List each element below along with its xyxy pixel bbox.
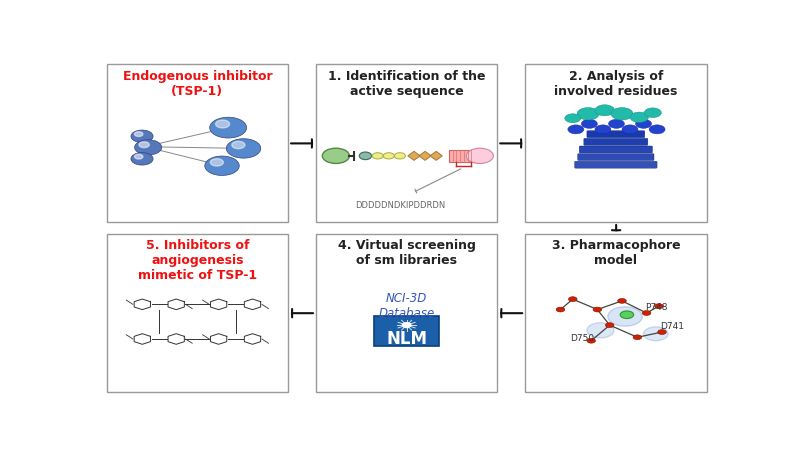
FancyBboxPatch shape xyxy=(584,138,648,145)
Circle shape xyxy=(568,125,584,134)
Circle shape xyxy=(608,119,624,128)
Text: Endogenous inhibitor
(TSP-1): Endogenous inhibitor (TSP-1) xyxy=(122,70,272,98)
Circle shape xyxy=(556,307,565,312)
Circle shape xyxy=(657,330,666,334)
Circle shape xyxy=(642,310,651,315)
Circle shape xyxy=(644,108,661,117)
FancyBboxPatch shape xyxy=(575,161,657,168)
Circle shape xyxy=(593,307,602,312)
Text: D741: D741 xyxy=(660,322,684,331)
Ellipse shape xyxy=(359,152,372,160)
FancyBboxPatch shape xyxy=(374,316,439,346)
Circle shape xyxy=(608,307,642,326)
Circle shape xyxy=(630,112,649,122)
Circle shape xyxy=(595,125,611,134)
Circle shape xyxy=(633,335,642,340)
Circle shape xyxy=(135,140,162,155)
Polygon shape xyxy=(419,151,431,160)
Text: D750: D750 xyxy=(569,334,594,343)
FancyBboxPatch shape xyxy=(587,131,645,138)
Circle shape xyxy=(643,327,668,341)
Circle shape xyxy=(372,153,384,159)
Circle shape xyxy=(139,142,149,148)
Circle shape xyxy=(466,148,493,163)
Circle shape xyxy=(587,323,614,338)
Text: NCI-3D
Database: NCI-3D Database xyxy=(379,292,435,320)
Polygon shape xyxy=(430,151,442,160)
Text: 2. Analysis of
involved residues: 2. Analysis of involved residues xyxy=(554,70,677,98)
Polygon shape xyxy=(408,151,420,160)
Circle shape xyxy=(565,114,580,123)
Circle shape xyxy=(569,297,577,302)
FancyBboxPatch shape xyxy=(579,146,653,153)
Circle shape xyxy=(654,304,663,309)
Circle shape xyxy=(134,154,143,159)
Circle shape xyxy=(622,125,638,134)
FancyBboxPatch shape xyxy=(106,64,288,222)
Circle shape xyxy=(232,141,245,149)
FancyBboxPatch shape xyxy=(316,234,497,392)
FancyBboxPatch shape xyxy=(578,153,654,161)
Circle shape xyxy=(618,298,626,303)
Circle shape xyxy=(635,119,652,128)
Circle shape xyxy=(577,108,599,120)
Circle shape xyxy=(134,132,143,136)
Circle shape xyxy=(620,311,634,319)
Circle shape xyxy=(210,159,223,166)
Circle shape xyxy=(216,120,229,128)
Circle shape xyxy=(322,148,349,163)
Circle shape xyxy=(131,130,153,143)
Circle shape xyxy=(205,156,239,176)
FancyBboxPatch shape xyxy=(525,64,707,222)
Circle shape xyxy=(226,139,260,158)
FancyBboxPatch shape xyxy=(106,234,288,392)
Circle shape xyxy=(587,338,596,343)
Bar xyxy=(449,150,475,162)
Circle shape xyxy=(131,153,153,165)
Circle shape xyxy=(649,125,665,134)
Circle shape xyxy=(581,119,597,128)
Text: 4. Virtual screening
of sm libraries: 4. Virtual screening of sm libraries xyxy=(337,239,476,267)
FancyBboxPatch shape xyxy=(525,234,707,392)
Circle shape xyxy=(611,108,633,120)
Circle shape xyxy=(395,153,406,159)
Text: 3. Pharmacophore
model: 3. Pharmacophore model xyxy=(552,239,680,267)
Circle shape xyxy=(210,117,247,138)
Text: NLM: NLM xyxy=(386,330,427,348)
Circle shape xyxy=(605,323,614,328)
Circle shape xyxy=(403,323,411,328)
Text: 5. Inhibitors of
angiogenesis
mimetic of TSP-1: 5. Inhibitors of angiogenesis mimetic of… xyxy=(138,239,257,283)
Text: P748: P748 xyxy=(646,303,668,312)
Text: DDDDDNDKIPDDRDN: DDDDDNDKIPDDRDN xyxy=(356,201,445,210)
FancyBboxPatch shape xyxy=(316,64,497,222)
Text: 1. Identification of the
active sequence: 1. Identification of the active sequence xyxy=(328,70,485,98)
Circle shape xyxy=(384,153,395,159)
Circle shape xyxy=(595,105,615,116)
